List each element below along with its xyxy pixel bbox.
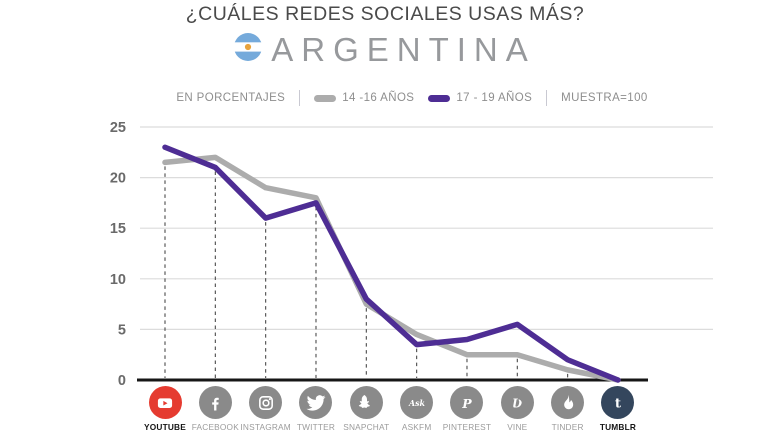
y-tick-label: 0: [118, 373, 126, 389]
y-tick-label: 25: [110, 120, 126, 136]
page-title: ¿CUÁLES REDES SOCIALES USAS MÁS?: [185, 3, 585, 25]
country-header: ARGENTINA: [0, 33, 770, 66]
legend-item-14-16: 14 -16 AÑOS: [314, 92, 414, 104]
legend-divider: [299, 90, 301, 106]
legend-sample-label: MUESTRA=100: [561, 92, 648, 104]
y-tick-label: 10: [110, 272, 126, 288]
legend-divider: [546, 90, 548, 106]
legend-units-label: EN PORCENTAJES: [176, 92, 286, 104]
y-tick-label: 20: [110, 171, 126, 187]
country-name: ARGENTINA: [271, 31, 536, 68]
y-tick-label: 5: [118, 322, 126, 338]
gray-line-swatch: [314, 94, 337, 102]
chart-legend: EN PORCENTAJES 14 -16 AÑOS 17 - 19 AÑOS …: [0, 90, 770, 106]
legend-label-14-16: 14 -16 AÑOS: [342, 92, 415, 104]
legend-item-17-19: 17 - 19 AÑOS: [428, 92, 532, 104]
series-line-17-19: [162, 144, 621, 383]
argentina-flag-icon: [234, 33, 263, 66]
legend-label-17-19: 17 - 19 AÑOS: [456, 92, 533, 104]
y-tick-label: 15: [110, 221, 126, 237]
purple-line-swatch: [428, 94, 451, 102]
